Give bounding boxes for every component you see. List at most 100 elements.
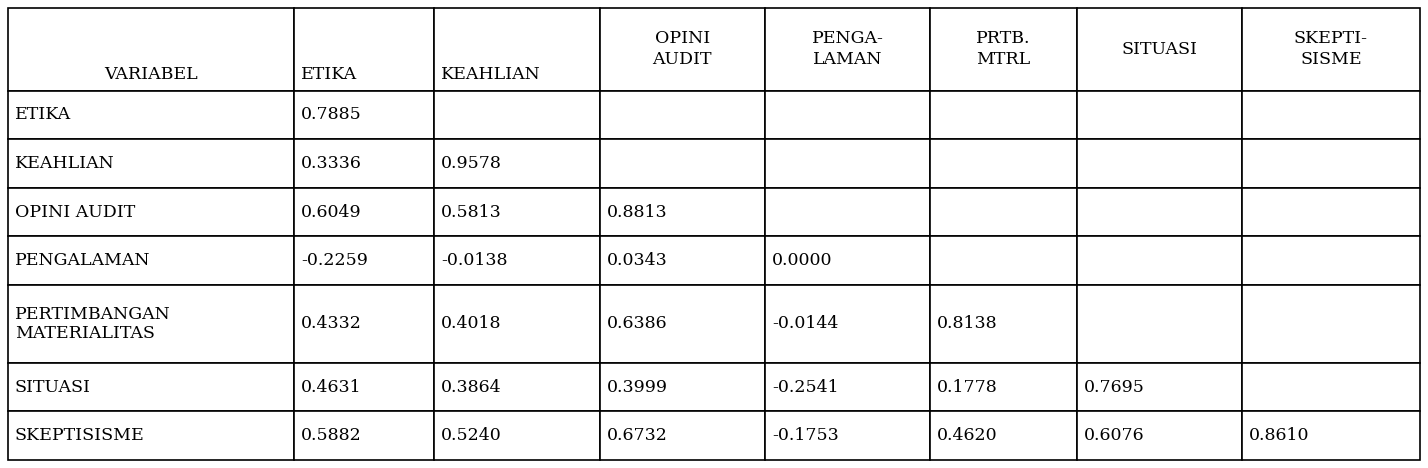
Text: -0.0138: -0.0138 — [441, 252, 507, 269]
Bar — [1242, 285, 1419, 363]
Bar — [9, 411, 294, 460]
Text: LAMAN: LAMAN — [813, 51, 883, 68]
Bar — [1242, 91, 1419, 139]
Bar — [434, 188, 600, 236]
Bar — [765, 236, 930, 285]
Bar — [9, 236, 294, 285]
Bar — [294, 363, 434, 411]
Bar — [1242, 139, 1419, 188]
Text: KEAHLIAN: KEAHLIAN — [16, 155, 114, 172]
Text: PENGALAMAN: PENGALAMAN — [16, 252, 150, 269]
Bar — [600, 285, 765, 363]
Bar — [1077, 91, 1242, 139]
Text: PERTIMBANGAN: PERTIMBANGAN — [16, 306, 171, 323]
Bar — [294, 236, 434, 285]
Text: KEAHLIAN: KEAHLIAN — [441, 66, 541, 83]
Bar — [930, 285, 1077, 363]
Text: SITUASI: SITUASI — [1121, 41, 1197, 58]
Text: 0.1778: 0.1778 — [937, 379, 998, 395]
Bar — [434, 139, 600, 188]
Bar — [600, 236, 765, 285]
Bar — [294, 8, 434, 91]
Bar — [1242, 188, 1419, 236]
Bar — [600, 188, 765, 236]
Text: 0.4620: 0.4620 — [937, 427, 998, 444]
Text: 0.5882: 0.5882 — [301, 427, 361, 444]
Bar — [294, 139, 434, 188]
Bar — [434, 236, 600, 285]
Text: SITUASI: SITUASI — [16, 379, 91, 395]
Bar — [600, 411, 765, 460]
Text: -0.0144: -0.0144 — [773, 315, 838, 332]
Bar — [1077, 363, 1242, 411]
Bar — [1077, 411, 1242, 460]
Text: 0.6732: 0.6732 — [607, 427, 667, 444]
Text: 0.4018: 0.4018 — [441, 315, 501, 332]
Bar — [765, 285, 930, 363]
Bar — [930, 363, 1077, 411]
Bar — [1077, 188, 1242, 236]
Bar — [9, 363, 294, 411]
Text: 0.3999: 0.3999 — [607, 379, 667, 395]
Bar — [930, 188, 1077, 236]
Text: MATERIALITAS: MATERIALITAS — [16, 325, 154, 342]
Bar — [765, 188, 930, 236]
Bar — [1242, 8, 1419, 91]
Text: -0.2541: -0.2541 — [773, 379, 838, 395]
Text: -0.2259: -0.2259 — [301, 252, 368, 269]
Text: PRTB.: PRTB. — [977, 30, 1031, 47]
Text: VARIABEL: VARIABEL — [104, 66, 198, 83]
Bar — [600, 363, 765, 411]
Text: 0.5813: 0.5813 — [441, 204, 501, 220]
Bar — [1242, 236, 1419, 285]
Text: 0.6076: 0.6076 — [1084, 427, 1144, 444]
Bar — [600, 139, 765, 188]
Bar — [930, 236, 1077, 285]
Bar — [1077, 285, 1242, 363]
Text: ETIKA: ETIKA — [16, 106, 71, 124]
Text: AUDIT: AUDIT — [653, 51, 713, 68]
Text: MTRL: MTRL — [977, 51, 1031, 68]
Text: 0.7885: 0.7885 — [301, 106, 361, 124]
Bar — [1242, 411, 1419, 460]
Bar — [765, 411, 930, 460]
Bar — [294, 188, 434, 236]
Bar — [1077, 139, 1242, 188]
Bar — [9, 139, 294, 188]
Bar — [1077, 236, 1242, 285]
Text: 0.6386: 0.6386 — [607, 315, 667, 332]
Bar — [434, 363, 600, 411]
Text: ETIKA: ETIKA — [301, 66, 357, 83]
Bar — [434, 8, 600, 91]
Bar — [600, 8, 765, 91]
Text: 0.4332: 0.4332 — [301, 315, 363, 332]
Bar — [765, 91, 930, 139]
Bar — [930, 8, 1077, 91]
Bar — [9, 285, 294, 363]
Text: 0.3336: 0.3336 — [301, 155, 363, 172]
Text: SKEPTI-: SKEPTI- — [1294, 30, 1368, 47]
Bar — [930, 411, 1077, 460]
Bar — [600, 91, 765, 139]
Text: OPINI: OPINI — [654, 30, 710, 47]
Text: 0.6049: 0.6049 — [301, 204, 361, 220]
Text: 0.8610: 0.8610 — [1250, 427, 1309, 444]
Text: SKEPTISISME: SKEPTISISME — [16, 427, 144, 444]
Bar — [765, 8, 930, 91]
Text: 0.3864: 0.3864 — [441, 379, 501, 395]
Bar — [9, 188, 294, 236]
Text: 0.8813: 0.8813 — [607, 204, 667, 220]
Bar — [765, 363, 930, 411]
Bar — [294, 285, 434, 363]
Bar — [765, 139, 930, 188]
Bar — [9, 8, 294, 91]
Bar — [434, 411, 600, 460]
Text: PENGA-: PENGA- — [811, 30, 884, 47]
Bar — [1077, 8, 1242, 91]
Bar — [434, 91, 600, 139]
Bar — [1242, 363, 1419, 411]
Text: 0.0000: 0.0000 — [773, 252, 833, 269]
Bar — [930, 91, 1077, 139]
Text: OPINI AUDIT: OPINI AUDIT — [16, 204, 136, 220]
Text: 0.5240: 0.5240 — [441, 427, 501, 444]
